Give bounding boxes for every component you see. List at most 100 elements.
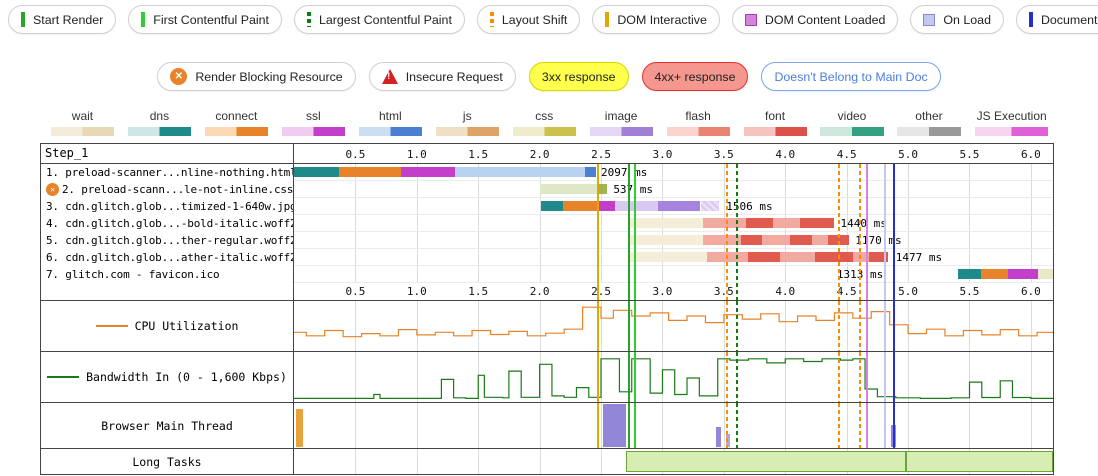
legend-text: Insecure Request — [405, 69, 503, 84]
request-section: 1. preload-scanner...nline-nothing.html ✕… — [41, 164, 1053, 283]
time-tick: 2.5 — [591, 148, 611, 161]
legend-text: Start Render — [33, 12, 104, 27]
time-tick: 3.0 — [652, 285, 673, 298]
layout-shift-1-marker — [726, 403, 729, 448]
gridline — [723, 403, 725, 448]
legend-text: 4xx+ response — [654, 69, 736, 84]
resource-label: wait — [71, 109, 94, 123]
resource-dns: dns — [121, 109, 198, 136]
long-tasks-section: Long Tasks — [41, 448, 1053, 474]
document-complete-icon — [1028, 12, 1033, 27]
request-bar-row-1[interactable]: 2097 ms — [294, 164, 1053, 181]
legend-text: On Load — [943, 12, 991, 27]
layout-shift-3-marker — [858, 283, 861, 300]
request-label-2[interactable]: ✕ 2. preload-scann...le-not-inline.css — [41, 181, 293, 198]
gridline — [416, 164, 418, 283]
gridline — [846, 164, 848, 283]
waterfall-header: Step_1 0.5 1.0 1.5 2.0 2.5 3.0 3.5 4.0 4.5 5.0 5.5… — [41, 144, 1053, 164]
legend-dom-interactive[interactable]: DOM Interactive — [592, 5, 720, 34]
cpu-label-text: CPU Utilization — [134, 319, 239, 333]
request-label-5[interactable]: 5. cdn.glitch.glob...ther-regular.woff2 — [41, 232, 293, 249]
main-thread-bar — [716, 426, 722, 447]
segment-font_l — [702, 218, 746, 228]
dom-interactive-icon — [605, 12, 610, 27]
resource-label: html — [378, 109, 402, 123]
request-duration: 2097 ms — [601, 166, 648, 179]
resource-swatch-js — [435, 127, 499, 136]
first-contentful-paint-icon — [141, 12, 146, 27]
request-label-6[interactable]: 6. cdn.glitch.glob...ather-italic.woff2 — [41, 249, 293, 266]
request-bar-row-7[interactable]: 1313 ms — [294, 266, 1053, 283]
gridline — [969, 403, 971, 448]
gridline — [355, 352, 357, 402]
request-url: 4. cdn.glitch.glob...-bold-italic.woff2 — [46, 217, 293, 230]
largest-contentful-paint-marker — [736, 164, 739, 283]
request-label-7[interactable]: 7. glitch.com - favicon.ico — [41, 266, 293, 283]
legend-text: Doesn't Belong to Main Doc — [774, 69, 928, 84]
gridline — [416, 352, 418, 402]
request-bar-row-5[interactable]: 1170 ms — [294, 232, 1053, 249]
segment-dns — [294, 167, 340, 177]
time-tick: 5.0 — [898, 285, 918, 298]
gridline — [1030, 352, 1032, 402]
request-label-1[interactable]: 1. preload-scanner...nline-nothing.html — [41, 164, 293, 181]
on-load-marker — [883, 352, 886, 402]
time-tick: 2.5 — [591, 285, 611, 298]
footer-spacer — [41, 283, 294, 300]
layout-shift-2-marker — [838, 301, 841, 351]
layout-shift-2-marker — [838, 403, 841, 448]
legend-first-contentful-paint[interactable]: First Contentful Paint — [128, 5, 282, 34]
legend-insecure-request[interactable]: ! Insecure Request — [368, 62, 516, 91]
resource-swatch-image — [589, 127, 653, 136]
legend-text: DOM Content Loaded — [764, 12, 886, 27]
legend-layout-shift[interactable]: Layout Shift — [476, 5, 581, 34]
start-render-marker — [628, 164, 631, 283]
segment-font_d — [868, 252, 889, 262]
layout-shift-2-marker — [838, 283, 841, 300]
segment-wait — [628, 218, 703, 228]
start-render-icon — [21, 12, 25, 27]
document-complete-marker — [893, 164, 896, 283]
render-blocking-icon: ✕ — [170, 68, 188, 85]
main-thread-section: Browser Main Thread — [41, 402, 1053, 448]
request-bar-row-6[interactable]: 1477 ms — [294, 249, 1053, 266]
segment-ssl — [400, 167, 455, 177]
gridline — [539, 449, 541, 474]
segment-font_d — [790, 235, 813, 245]
legend-dom-content-loaded[interactable]: DOM Content Loaded — [731, 5, 899, 34]
resource-swatch-other — [897, 127, 961, 136]
legend-4xx-response[interactable]: 4xx+ response — [641, 62, 749, 91]
resource-image: image — [583, 109, 660, 136]
request-bar-row-3[interactable]: 1506 ms — [294, 198, 1053, 215]
request-bar-row-4[interactable]: 1440 ms — [294, 215, 1053, 232]
gridline — [969, 164, 971, 283]
gridline — [662, 403, 664, 448]
legend-start-render[interactable]: Start Render — [8, 5, 117, 34]
gridline — [478, 449, 480, 474]
segment-wait — [628, 252, 707, 262]
request-bar-row-2[interactable]: 537 ms — [294, 181, 1053, 198]
time-tick: 3.5 — [713, 285, 734, 298]
largest-contentful-paint-marker — [736, 403, 739, 448]
resource-ssl: ssl — [275, 109, 352, 136]
legend-on-load[interactable]: On Load — [910, 5, 1004, 34]
gridline — [478, 301, 480, 351]
request-label-4[interactable]: 4. cdn.glitch.glob...-bold-italic.woff2 — [41, 215, 293, 232]
request-url: 7. glitch.com - favicon.ico — [46, 268, 220, 281]
segment-font_d — [800, 218, 835, 228]
legend-document-complete[interactable]: Document Complete — [1015, 5, 1098, 34]
legend-largest-contentful-paint[interactable]: Largest Contentful Paint — [293, 5, 465, 34]
resource-label: js — [462, 109, 472, 123]
gridline — [1030, 164, 1032, 283]
dom-content-loaded-marker — [866, 283, 869, 300]
resource-font: font — [737, 109, 814, 136]
legend-3xx-response[interactable]: 3xx response — [528, 62, 629, 91]
legend-doesn-t-belong-to-main-doc[interactable]: Doesn't Belong to Main Doc — [761, 62, 941, 91]
request-label-3[interactable]: 3. cdn.glitch.glob...timized-1-640w.jpg — [41, 198, 293, 215]
legend-render-blocking-resource[interactable]: ✕ Render Blocking Resource — [157, 62, 356, 91]
dom-interactive-marker — [597, 164, 600, 283]
largest-contentful-paint-marker — [736, 301, 739, 351]
resource-swatch-font — [743, 127, 807, 136]
gridline — [785, 352, 787, 402]
on-load-marker — [883, 164, 886, 283]
